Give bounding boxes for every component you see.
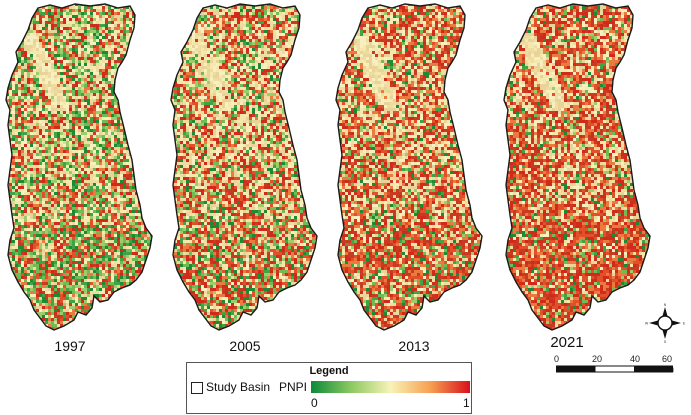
scale-tick-20: 20	[592, 354, 602, 364]
pnpi-color-ramp	[311, 381, 470, 393]
basin-map-1997	[5, 3, 153, 331]
basin-map-2013	[335, 3, 483, 331]
study-basin-outline	[335, 3, 483, 331]
study-basin-outline	[5, 3, 153, 331]
year-label-2013: 2013	[374, 338, 454, 354]
scale-tick-0: 0	[554, 354, 559, 364]
study-basin-swatch	[191, 382, 203, 394]
compass-icon: N E S W	[645, 303, 686, 344]
scale-bar: 0 20 40 60 km	[554, 354, 686, 384]
map-panel-1997	[0, 0, 170, 340]
study-basin-outline	[170, 3, 318, 331]
study-basin-label: Study Basin	[206, 380, 270, 394]
basin-map-2021	[503, 3, 651, 331]
pnpi-label: PNPI	[279, 380, 307, 394]
ramp-max-label: 1	[463, 396, 470, 410]
year-label-2021: 2021	[527, 334, 607, 351]
year-label-1997: 1997	[30, 338, 110, 354]
study-basin-outline	[503, 3, 651, 331]
ramp-min-label: 0	[311, 396, 318, 410]
map-panel-2013	[330, 0, 500, 340]
map-panel-2021	[498, 0, 668, 340]
scale-tick-40: 40	[630, 354, 640, 364]
legend-title: Legend	[187, 365, 471, 377]
basin-map-2005	[170, 3, 318, 331]
map-panel-2005	[165, 0, 335, 340]
year-label-2005: 2005	[205, 338, 285, 354]
legend-box: Legend Study Basin PNPI 0 1	[186, 362, 472, 414]
